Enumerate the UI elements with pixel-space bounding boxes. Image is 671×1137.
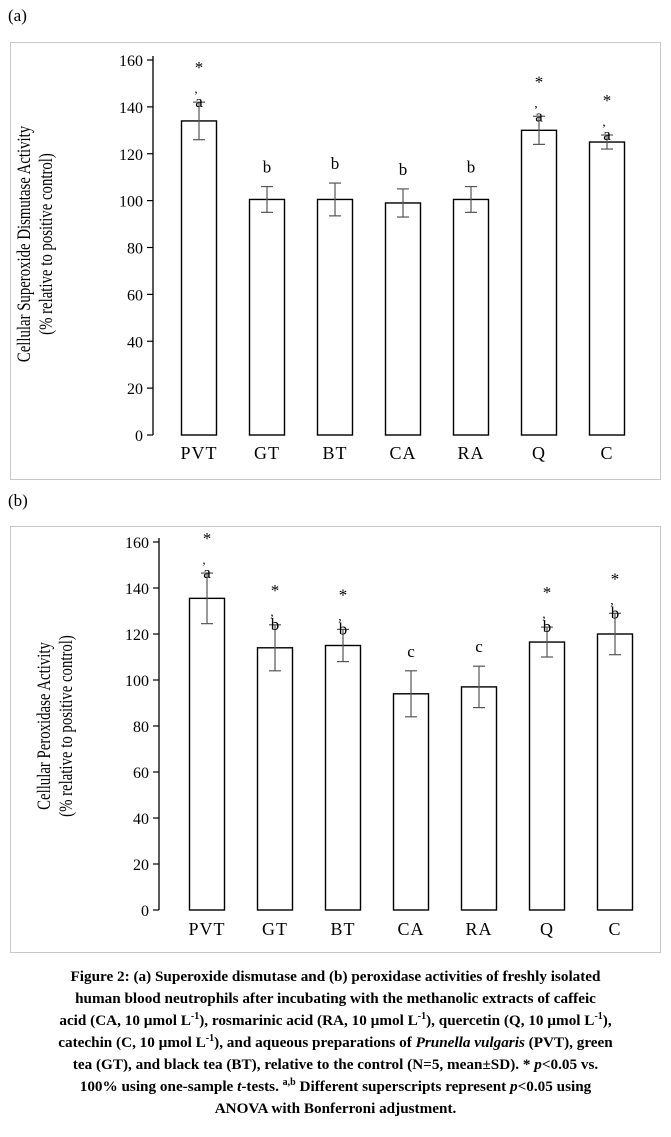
y-tick-label: 0 <box>135 428 143 445</box>
bar-ca <box>392 693 430 911</box>
significance-comma: , <box>194 81 197 96</box>
x-category-label: GT <box>254 443 280 463</box>
caption-line-6: 100% using one-sample t-tests. a,b Diffe… <box>79 1076 592 1095</box>
significance-letter: b <box>331 154 340 173</box>
y-tick-label: 40 <box>127 334 143 351</box>
x-category-label: C <box>608 919 621 939</box>
x-category-label: PVT <box>180 443 217 463</box>
y-tick-label: 160 <box>119 53 143 70</box>
caption-line-3: acid (CA, 10 µmol L-1), rosmarinic acid … <box>59 1010 612 1029</box>
significance-comma: , <box>270 604 273 619</box>
caption-line-1: Figure 2: (a) Superoxide dismutase and (… <box>70 968 601 985</box>
y-tick-label: 40 <box>133 811 149 828</box>
significance-comma: , <box>610 592 613 607</box>
y-tick-label: 0 <box>141 903 149 920</box>
significance-letter: b <box>611 603 620 622</box>
y-axis-subtitle: (% relative to positive control) <box>55 635 76 817</box>
bar-ra <box>452 198 490 436</box>
significance-comma: , <box>602 114 605 129</box>
y-axis-subtitle: (% relative to positive control) <box>35 153 56 335</box>
y-tick-label: 160 <box>125 535 149 552</box>
bar-pvt <box>188 597 226 911</box>
y-tick-label: 120 <box>125 627 149 644</box>
significance-star: * <box>339 585 348 604</box>
bar-gt <box>248 198 286 436</box>
significance-letter: b <box>339 619 348 638</box>
bar-c <box>596 633 634 911</box>
significance-letter: b <box>399 160 408 179</box>
y-tick-label: 120 <box>119 147 143 164</box>
bar-q <box>528 641 566 911</box>
caption-line-5: tea (GT), and black tea (BT), relative t… <box>72 1056 599 1073</box>
significance-letter: b <box>543 617 552 636</box>
bar-ra <box>460 686 498 911</box>
significance-letter: b <box>263 158 272 177</box>
x-category-label: RA <box>457 443 484 463</box>
peroxidase-chart: 0 20 40 60 80 100 120 140 160 Cellular Peroxidase… <box>33 529 634 939</box>
y-tick-label: 140 <box>125 581 149 598</box>
x-category-label: Q <box>540 919 554 939</box>
significance-comma: , <box>338 608 341 623</box>
caption-line-4: catechin (C, 10 µmol L-1), and aqueous p… <box>58 1032 613 1051</box>
significance-comma: , <box>542 606 545 621</box>
significance-star: * <box>535 72 544 91</box>
y-tick-label: 100 <box>125 673 149 690</box>
y-tick-label: 60 <box>133 765 149 782</box>
bar-bt <box>316 198 354 436</box>
x-category-label: BT <box>322 443 347 463</box>
x-category-label: PVT <box>188 919 225 939</box>
x-category-label: RA <box>465 919 492 939</box>
y-tick-label: 80 <box>133 719 149 736</box>
significance-star: * <box>203 529 212 548</box>
significance-star: * <box>271 581 280 600</box>
bar-bt <box>324 644 362 911</box>
significance-star: * <box>543 583 552 602</box>
bar-gt <box>256 647 294 911</box>
x-category-label: C <box>600 443 613 463</box>
significance-comma: , <box>534 95 537 110</box>
bar-ca <box>384 202 422 436</box>
y-axis-title: Cellular Peroxidase Activity <box>33 642 54 810</box>
figure-caption: Figure 2: (a) Superoxide dismutase and (… <box>0 966 671 1120</box>
y-tick-label: 140 <box>119 100 143 117</box>
chart-frame-b: 0 20 40 60 80 100 120 140 160 Cellular Peroxidase… <box>10 526 661 953</box>
significance-letter: a <box>535 106 543 125</box>
y-tick-label: 20 <box>127 381 143 398</box>
sod-chart: 0 20 40 60 80 100 120 140 160 Cellular Superoxide… <box>13 53 626 463</box>
y-tick-label: 100 <box>119 194 143 211</box>
panel-a-label: (a) <box>8 6 27 25</box>
caption-line-2: human blood neutrophils after incubating… <box>75 990 596 1007</box>
significance-letter: b <box>271 615 280 634</box>
significance-letter: a <box>603 125 611 144</box>
significance-comma: , <box>202 552 205 567</box>
x-category-label: CA <box>389 443 416 463</box>
significance-letter: a <box>203 563 211 582</box>
x-category-label: Q <box>532 443 546 463</box>
bar-c <box>588 141 626 436</box>
y-axis-title: Cellular Superoxide Dismutase Activity <box>13 125 34 362</box>
x-category-label: BT <box>330 919 355 939</box>
y-tick-label: 80 <box>127 241 143 258</box>
significance-star: * <box>611 569 620 588</box>
caption-line-7: ANOVA with Bonferroni adjustment. <box>214 1100 457 1117</box>
x-category-label: CA <box>397 919 424 939</box>
significance-letter: c <box>475 637 483 656</box>
significance-letter: a <box>195 92 203 111</box>
bar-q <box>520 129 558 436</box>
significance-star: * <box>603 91 612 110</box>
x-category-label: GT <box>262 919 288 939</box>
significance-letter: c <box>407 642 415 661</box>
bar-pvt <box>180 120 218 436</box>
y-tick-label: 20 <box>133 857 149 874</box>
significance-letter: b <box>467 158 476 177</box>
chart-frame-a: 0 20 40 60 80 100 120 140 160 Cellular Superoxide… <box>10 42 661 480</box>
significance-star: * <box>195 58 204 77</box>
y-tick-label: 60 <box>127 287 143 304</box>
panel-b-label: (b) <box>8 491 28 510</box>
